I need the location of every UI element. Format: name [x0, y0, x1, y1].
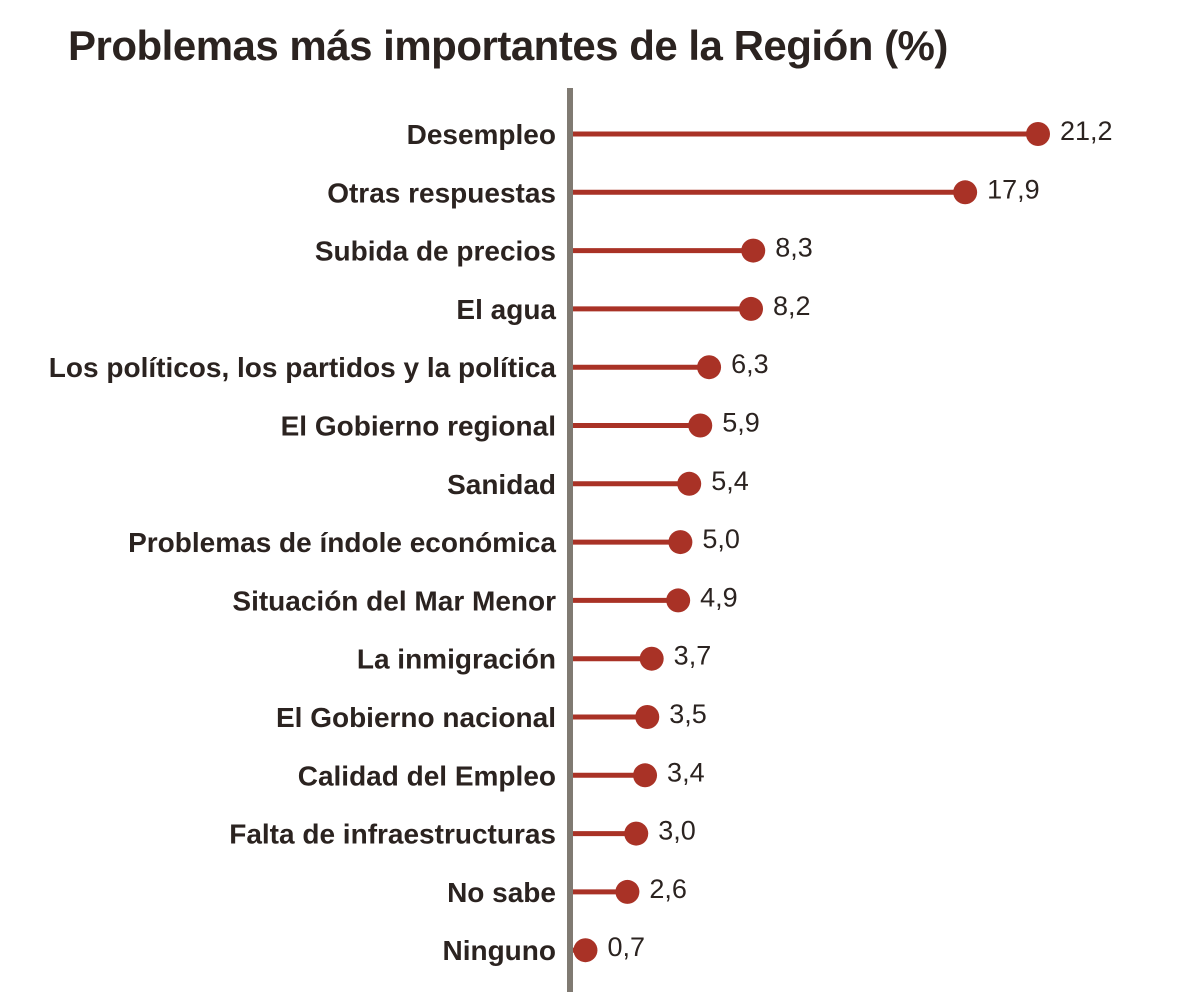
- category-label: Situación del Mar Menor: [232, 585, 556, 616]
- data-point: [677, 471, 702, 496]
- category-label: Subida de precios: [315, 236, 556, 267]
- category-label: No sabe: [447, 877, 556, 908]
- value-label: 21,2: [1060, 116, 1113, 146]
- value-label: 8,2: [773, 291, 811, 321]
- data-point: [573, 938, 598, 963]
- value-label: 2,6: [649, 874, 687, 904]
- data-point: [953, 180, 978, 205]
- value-label: 5,9: [722, 408, 760, 438]
- value-label: 3,7: [674, 641, 712, 671]
- data-point: [739, 296, 764, 321]
- value-label: 4,9: [700, 582, 738, 612]
- data-point: [624, 821, 649, 846]
- value-label: 5,4: [711, 466, 749, 496]
- category-label: El agua: [456, 294, 556, 325]
- value-label: 3,5: [669, 699, 707, 729]
- category-label: Sanidad: [447, 469, 556, 500]
- category-label: Problemas de índole económica: [128, 527, 556, 558]
- value-label: 5,0: [702, 524, 740, 554]
- category-label: El Gobierno regional: [281, 411, 556, 442]
- value-label: 3,0: [658, 816, 696, 846]
- data-point: [633, 763, 658, 788]
- category-label: Calidad del Empleo: [298, 760, 556, 791]
- category-label: Otras respuestas: [327, 177, 556, 208]
- data-point: [639, 646, 664, 671]
- category-label: Ninguno: [442, 935, 556, 966]
- data-point: [697, 355, 722, 380]
- data-point: [688, 413, 713, 438]
- data-point: [615, 879, 640, 904]
- value-label: 3,4: [667, 757, 705, 787]
- category-label: Falta de infraestructuras: [229, 819, 556, 850]
- category-label: Desempleo: [407, 119, 556, 150]
- chart-title: Problemas más importantes de la Región (…: [68, 22, 948, 69]
- value-label: 6,3: [731, 349, 769, 379]
- category-label: El Gobierno nacional: [276, 702, 556, 733]
- data-point: [668, 530, 693, 555]
- data-point: [635, 705, 660, 729]
- data-point: [666, 588, 691, 613]
- value-label: 17,9: [987, 174, 1040, 204]
- data-point: [741, 238, 766, 263]
- data-point: [1026, 122, 1050, 146]
- category-label: La inmigración: [357, 644, 556, 675]
- value-label: 8,3: [775, 233, 813, 263]
- value-label: 0,7: [607, 932, 645, 962]
- category-label: Los políticos, los partidos y la polític…: [49, 352, 557, 383]
